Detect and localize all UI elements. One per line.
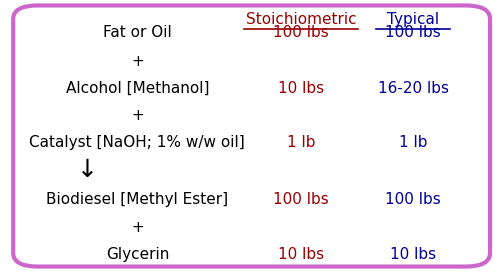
Text: Stoichiometric: Stoichiometric [246,12,356,27]
Text: 100 lbs: 100 lbs [274,25,329,40]
Text: Alcohol [Methanol]: Alcohol [Methanol] [66,81,209,96]
Text: Catalyst [NaOH; 1% w/w oil]: Catalyst [NaOH; 1% w/w oil] [30,135,245,150]
Text: 1 lb: 1 lb [287,135,316,150]
Text: +: + [131,54,143,69]
Text: +: + [131,108,143,123]
Text: Fat or Oil: Fat or Oil [103,25,172,40]
Text: 100 lbs: 100 lbs [274,192,329,208]
Text: Glycerin: Glycerin [106,247,169,262]
Text: +: + [131,220,143,235]
Text: Biodiesel [Methyl Ester]: Biodiesel [Methyl Ester] [46,192,228,208]
Text: 100 lbs: 100 lbs [385,192,441,208]
Text: 1 lb: 1 lb [399,135,428,150]
Text: 16-20 lbs: 16-20 lbs [378,81,448,96]
Text: ↓: ↓ [77,158,98,182]
Text: 10 lbs: 10 lbs [278,247,324,262]
Text: 10 lbs: 10 lbs [390,247,436,262]
Text: 10 lbs: 10 lbs [278,81,324,96]
FancyBboxPatch shape [13,5,490,267]
Text: Typical: Typical [387,12,439,27]
Text: 100 lbs: 100 lbs [385,25,441,40]
